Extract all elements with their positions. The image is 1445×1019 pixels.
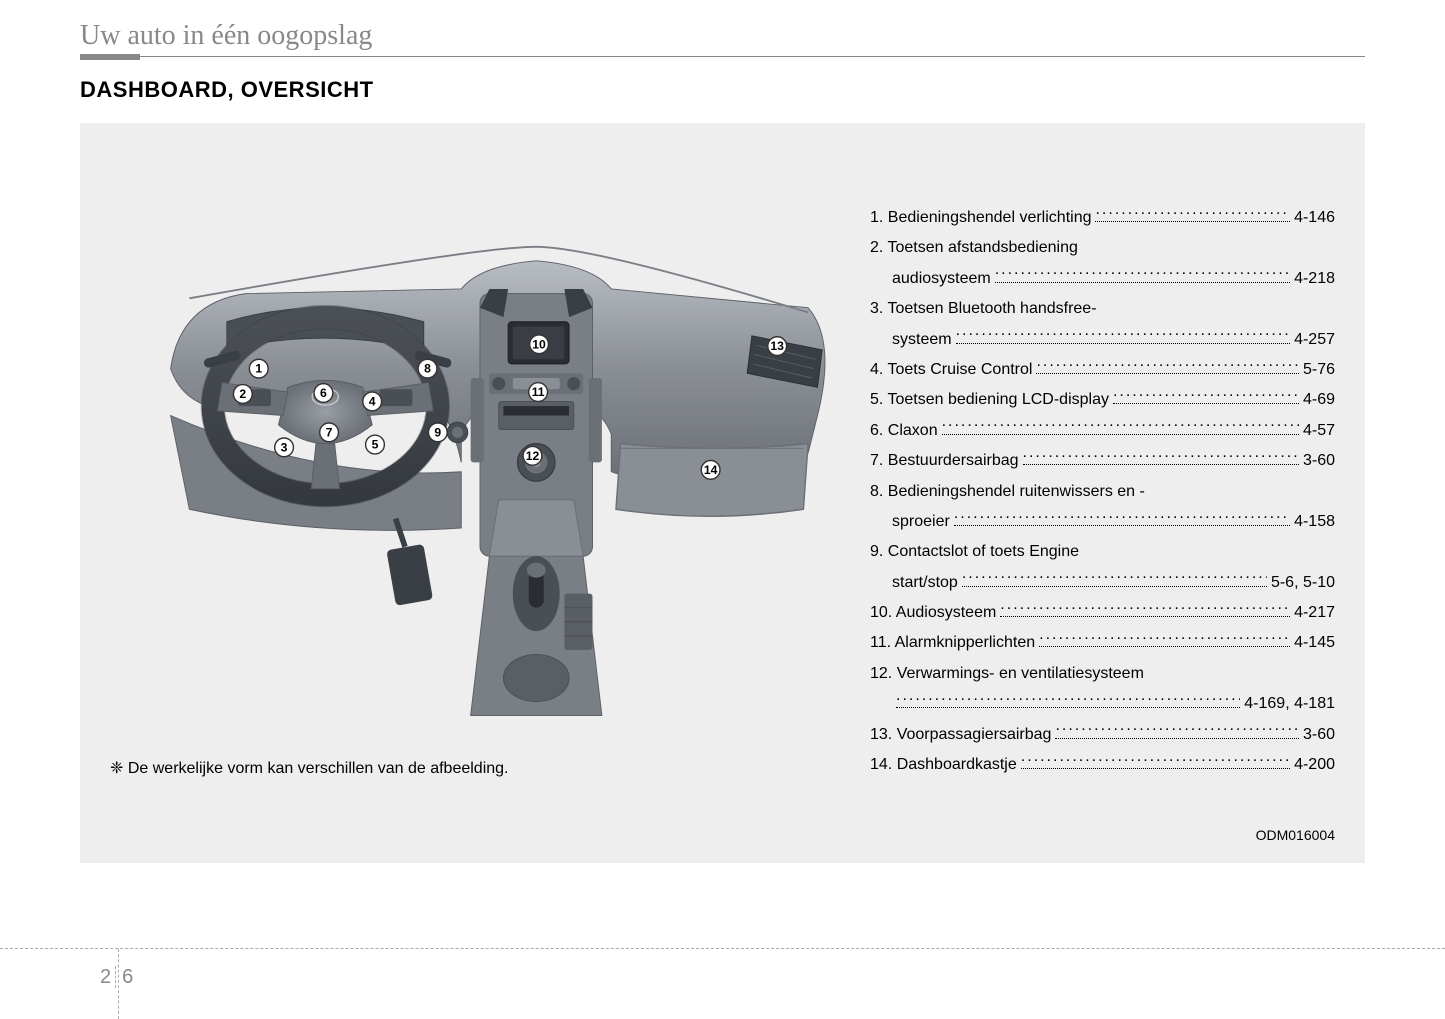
index-dots <box>942 419 1299 435</box>
index-label: 2. Toetsen afstandsbediening <box>870 233 1078 263</box>
index-row: 8. Bedieningshendel ruitenwissers en - <box>870 477 1335 507</box>
index-label: start/stop <box>870 568 958 598</box>
callout-label-2: 2 <box>239 387 246 401</box>
index-dots <box>1113 388 1299 404</box>
index-dots <box>1021 753 1290 769</box>
index-page: 4-57 <box>1303 416 1335 446</box>
index-row: sproeier 4-158 <box>870 507 1335 537</box>
index-page: 5-76 <box>1303 355 1335 385</box>
page-number: 26 <box>100 966 137 989</box>
callout-label-8: 8 <box>424 362 431 376</box>
index-label: 6. Claxon <box>870 416 938 446</box>
center-buttons-right <box>589 378 602 462</box>
index-label: 14. Dashboardkastje <box>870 750 1017 780</box>
dashboard-diagram: 1234567891011121314 ❈ De werkelijke vorm… <box>110 153 850 780</box>
section-title: Uw auto in één oogopslag <box>80 20 1365 52</box>
index-dots <box>1055 723 1299 739</box>
index-label: 4. Toets Cruise Control <box>870 355 1032 385</box>
callout-label-10: 10 <box>532 337 546 351</box>
glove-box <box>616 444 808 517</box>
index-page: 4-200 <box>1294 750 1335 780</box>
index-page: 5-6, 5-10 <box>1271 568 1335 598</box>
index-row: 7. Bestuurdersairbag 3-60 <box>870 446 1335 476</box>
index-label: 5. Toetsen bediening LCD-display <box>870 385 1109 415</box>
index-dots <box>1023 449 1299 465</box>
index-label: sproeier <box>870 507 950 537</box>
index-label: audiosysteem <box>870 264 991 294</box>
index-row: 4. Toets Cruise Control 5-76 <box>870 355 1335 385</box>
index-row: 14. Dashboardkastje 4-200 <box>870 750 1335 780</box>
index-dots <box>896 692 1240 708</box>
index-label: 11. Alarmknipperlichten <box>870 628 1035 658</box>
index-row: 2. Toetsen afstandsbediening <box>870 233 1335 263</box>
callout-label-11: 11 <box>532 385 545 399</box>
main-title: DASHBOARD, OVERSICHT <box>80 77 1365 103</box>
callout-label-5: 5 <box>372 438 379 452</box>
diagram-footnote: ❈ De werkelijke vorm kan verschillen van… <box>110 758 850 778</box>
brake-pedal <box>386 544 433 606</box>
index-label: 1. Bedieningshendel verlichting <box>870 203 1091 233</box>
index-row: systeem 4-257 <box>870 325 1335 355</box>
index-row: start/stop 5-6, 5-10 <box>870 568 1335 598</box>
index-row: 13. Voorpassagiersairbag 3-60 <box>870 720 1335 750</box>
page-header: Uw auto in één oogopslag <box>80 20 1365 57</box>
index-row: 9. Contactslot of toets Engine <box>870 537 1335 567</box>
chapter-number: 2 <box>100 966 111 988</box>
wheel-buttons-right <box>380 389 413 406</box>
index-row: 12. Verwarmings- en ventilatiesysteem <box>870 659 1335 689</box>
index-row: 5. Toetsen bediening LCD-display 4-69 <box>870 385 1335 415</box>
index-page: 4-257 <box>1294 325 1335 355</box>
index-dots <box>1036 358 1299 374</box>
callout-label-6: 6 <box>320 386 327 400</box>
index-row: 1. Bedieningshendel verlichting 4-146 <box>870 203 1335 233</box>
index-label: 7. Bestuurdersairbag <box>870 446 1019 476</box>
index-dots <box>954 510 1290 526</box>
index-dots <box>956 328 1291 344</box>
index-dots <box>962 571 1267 587</box>
callout-label-14: 14 <box>704 463 718 477</box>
index-dots <box>1095 206 1290 222</box>
index-row: 3. Toetsen Bluetooth handsfree- <box>870 294 1335 324</box>
index-row: 6. Claxon 4-57 <box>870 416 1335 446</box>
index-label: 9. Contactslot of toets Engine <box>870 537 1079 567</box>
page-in-chapter: 6 <box>115 966 133 988</box>
callout-label-4: 4 <box>369 394 376 408</box>
index-page: 4-146 <box>1294 203 1335 233</box>
index-label: 12. Verwarmings- en ventilatiesysteem <box>870 659 1144 689</box>
index-label: 8. Bedieningshendel ruitenwissers en - <box>870 477 1145 507</box>
index-page: 4-158 <box>1294 507 1335 537</box>
index-page: 4-69 <box>1303 385 1335 415</box>
index-page: 4-145 <box>1294 628 1335 658</box>
index-page: 4-218 <box>1294 264 1335 294</box>
index-dots <box>995 267 1290 283</box>
index-dots <box>1039 631 1290 647</box>
index-label: 3. Toetsen Bluetooth handsfree- <box>870 294 1097 324</box>
cut-line-horizontal <box>0 948 1445 949</box>
callout-label-9: 9 <box>434 425 441 439</box>
index-dots <box>1000 601 1290 617</box>
index-row: 4-169, 4-181 <box>870 689 1335 719</box>
index-label: systeem <box>870 325 952 355</box>
content-box: 1234567891011121314 ❈ De werkelijke vorm… <box>80 123 1365 863</box>
image-code: ODM016004 <box>1256 827 1335 843</box>
index-page: 4-217 <box>1294 598 1335 628</box>
index-row: 11. Alarmknipperlichten 4-145 <box>870 628 1335 658</box>
index-label: 10. Audiosysteem <box>870 598 996 628</box>
index-row: 10. Audiosysteem 4-217 <box>870 598 1335 628</box>
index-list: 1. Bedieningshendel verlichting 4-146 2. T… <box>870 153 1335 780</box>
index-page: 3-60 <box>1303 720 1335 750</box>
index-row: audiosysteem 4-218 <box>870 264 1335 294</box>
dashboard-illustration: 1234567891011121314 <box>110 153 850 753</box>
callout-label-7: 7 <box>326 425 333 439</box>
index-page: 4-169, 4-181 <box>1244 689 1335 719</box>
index-page: 3-60 <box>1303 446 1335 476</box>
center-buttons-left <box>471 378 484 462</box>
callout-label-13: 13 <box>770 339 784 353</box>
callout-label-12: 12 <box>526 449 540 463</box>
index-label: 13. Voorpassagiersairbag <box>870 720 1051 750</box>
callout-label-1: 1 <box>255 362 262 376</box>
cupholder <box>503 655 569 702</box>
callout-label-3: 3 <box>281 440 288 454</box>
